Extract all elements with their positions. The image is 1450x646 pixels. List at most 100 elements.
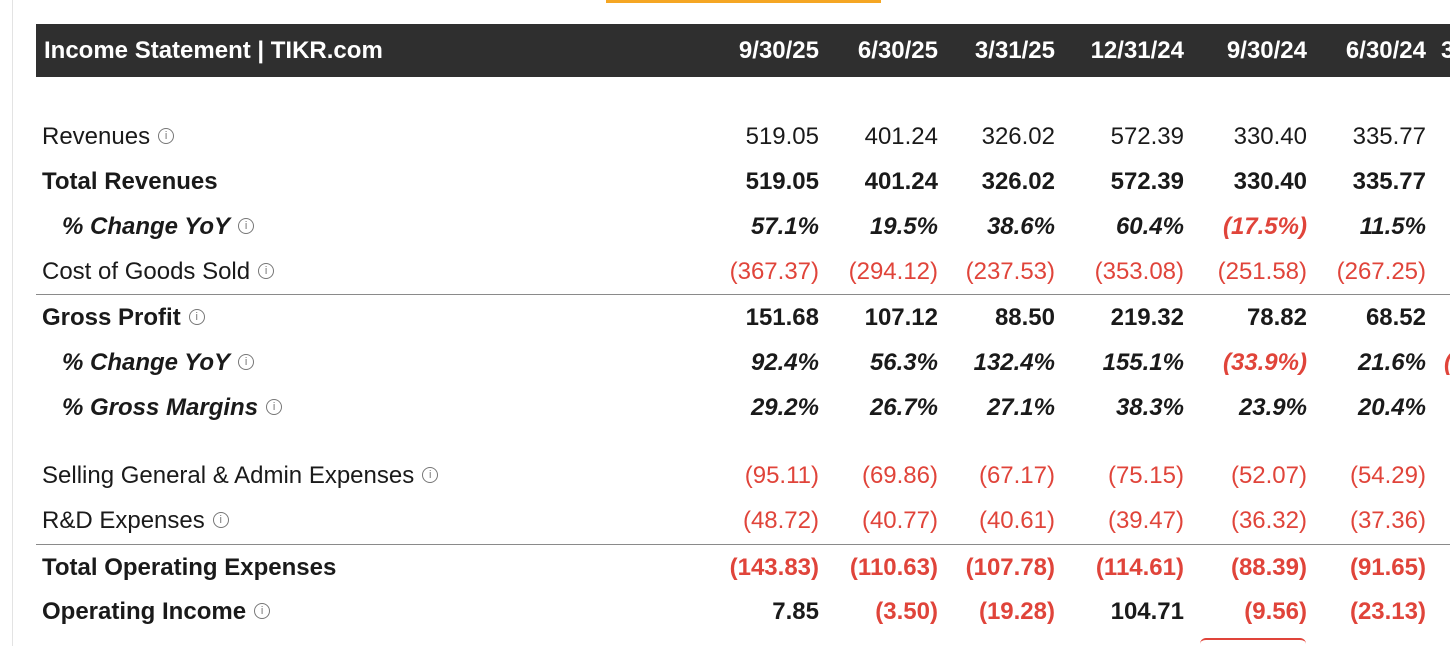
table-cell[interactable]: (294.12) xyxy=(848,258,938,285)
table-cell[interactable]: 26.7% xyxy=(869,394,938,421)
table-cell[interactable]: 401.24 xyxy=(864,123,938,150)
table-cell[interactable]: 20.4% xyxy=(1357,394,1426,421)
table-cell[interactable]: (88.39) xyxy=(1230,554,1307,581)
table-cell[interactable]: 11.5% xyxy=(1359,213,1426,240)
table-cell[interactable]: 23.9% xyxy=(1238,394,1307,421)
table-cell[interactable]: (19.28) xyxy=(978,598,1055,625)
table-cell[interactable]: (69.86) xyxy=(861,462,938,489)
table-cell[interactable]: 572.39 xyxy=(1110,123,1184,150)
table-cell[interactable]: 572.39 xyxy=(1110,168,1184,195)
info-icon[interactable]: i xyxy=(238,217,255,234)
table-cell[interactable]: 21.6% xyxy=(1357,349,1426,376)
row-label-text: Gross Profit xyxy=(42,304,181,331)
table-cell[interactable]: 107.12 xyxy=(864,304,938,331)
table-row-operating-income: Operating Income i 7.85 (3.50) (19.28) 10… xyxy=(36,589,1450,634)
info-icon[interactable]: i xyxy=(188,308,205,325)
table-cell[interactable]: (9.56) xyxy=(1244,598,1307,625)
table-row-gross-margins: % Gross Margins i 29.2% 26.7% 27.1% 38.3%… xyxy=(36,385,1450,430)
table-cell[interactable]: (95.11) xyxy=(744,462,819,489)
table-cell[interactable]: 326.02 xyxy=(981,168,1055,195)
row-label: Revenues i xyxy=(42,114,175,159)
info-icon[interactable]: i xyxy=(258,262,275,279)
table-cell[interactable]: 19.5% xyxy=(869,213,938,240)
clipped-period-header: 3 xyxy=(1441,37,1450,64)
table-cell[interactable]: (367.37) xyxy=(729,258,819,285)
table-cell[interactable]: 219.32 xyxy=(1110,304,1184,331)
table-cell[interactable]: (39.47) xyxy=(1107,507,1184,534)
table-cell[interactable]: (3.50) xyxy=(875,598,938,625)
table-cell[interactable]: 335.77 xyxy=(1352,168,1426,195)
table-cell[interactable]: (33.9%) xyxy=(1222,349,1307,376)
table-cell[interactable]: (37.36) xyxy=(1349,507,1426,534)
table-cell[interactable]: (91.65) xyxy=(1349,554,1426,581)
table-cell[interactable]: 7.85 xyxy=(772,598,819,625)
row-label-text: % Change YoY xyxy=(62,213,231,240)
table-cell[interactable]: (267.25) xyxy=(1336,258,1426,285)
table-cell[interactable]: 519.05 xyxy=(745,123,819,150)
row-label: Gross Profit i xyxy=(42,295,205,340)
table-cell[interactable]: 155.1% xyxy=(1102,349,1184,376)
info-icon[interactable]: i xyxy=(266,398,283,415)
table-cell[interactable]: 27.1% xyxy=(986,394,1055,421)
table-title: Income Statement | TIKR.com xyxy=(44,37,383,64)
table-cell[interactable]: (52.07) xyxy=(1230,462,1307,489)
period-header[interactable]: 6/30/24 xyxy=(1345,37,1426,64)
table-cell[interactable]: (40.77) xyxy=(861,507,938,534)
table-cell[interactable]: 104.71 xyxy=(1110,598,1184,625)
table-cell[interactable]: (110.63) xyxy=(849,554,938,581)
row-label: Cost of Goods Sold i xyxy=(42,249,275,294)
table-cell[interactable]: (54.29) xyxy=(1349,462,1426,489)
table-cell[interactable]: 519.05 xyxy=(745,168,819,195)
table-cell[interactable]: (67.17) xyxy=(978,462,1055,489)
period-header[interactable]: 9/30/24 xyxy=(1226,37,1307,64)
row-label: R&D Expenses i xyxy=(42,498,229,543)
table-cell[interactable]: 78.82 xyxy=(1246,304,1307,331)
table-cell[interactable]: 401.24 xyxy=(864,168,938,195)
period-header[interactable]: 12/31/24 xyxy=(1090,37,1184,64)
table-cell[interactable]: 330.40 xyxy=(1233,123,1307,150)
table-row-revenues: Revenues i 519.05 401.24 326.02 572.39 33… xyxy=(36,114,1450,159)
table-cell[interactable]: 38.3% xyxy=(1115,394,1184,421)
row-label-text: Operating Income xyxy=(42,598,247,625)
info-icon[interactable]: i xyxy=(254,602,271,619)
table-cell[interactable]: 60.4% xyxy=(1115,213,1184,240)
period-header[interactable]: 3/31/25 xyxy=(974,37,1055,64)
row-label: % Change YoY i xyxy=(62,340,255,385)
table-cell[interactable]: (143.83) xyxy=(729,554,819,581)
table-cell[interactable]: 330.40 xyxy=(1233,168,1307,195)
info-icon[interactable]: i xyxy=(422,466,439,483)
table-cell[interactable]: (23.13) xyxy=(1349,598,1426,625)
row-label-text: Total Operating Expenses xyxy=(42,554,337,581)
table-row-total-revenues: Total Revenues 519.05 401.24 326.02 572.… xyxy=(36,159,1450,204)
table-cell[interactable]: 326.02 xyxy=(981,123,1055,150)
table-row-rnd: R&D Expenses i (48.72) (40.77) (40.61) (3… xyxy=(36,498,1450,543)
table-cell[interactable]: (107.78) xyxy=(965,554,1055,581)
table-cell[interactable]: 68.52 xyxy=(1365,304,1426,331)
table-cell[interactable]: (251.58) xyxy=(1217,258,1307,285)
table-cell[interactable]: 151.68 xyxy=(745,304,819,331)
table-cell[interactable]: (353.08) xyxy=(1094,258,1184,285)
period-header[interactable]: 6/30/25 xyxy=(857,37,938,64)
table-cell[interactable]: (36.32) xyxy=(1230,507,1307,534)
table-cell[interactable]: 29.2% xyxy=(750,394,819,421)
info-icon[interactable]: i xyxy=(238,353,255,370)
info-icon[interactable]: i xyxy=(158,127,175,144)
table-cell[interactable]: (237.53) xyxy=(965,258,1055,285)
table-cell[interactable]: 56.3% xyxy=(869,349,938,376)
table-cell[interactable]: 88.50 xyxy=(994,304,1055,331)
table-cell[interactable]: (17.5%) xyxy=(1222,213,1307,240)
table-cell[interactable]: (114.61) xyxy=(1095,554,1184,581)
table-cell[interactable]: (48.72) xyxy=(742,507,819,534)
table-cell[interactable]: 38.6% xyxy=(986,213,1055,240)
table-cell[interactable]: (75.15) xyxy=(1107,462,1184,489)
table-cell[interactable]: (40.61) xyxy=(978,507,1055,534)
info-icon[interactable]: i xyxy=(212,511,229,528)
table-cell[interactable]: 335.77 xyxy=(1352,123,1426,150)
row-label: Total Operating Expenses xyxy=(42,545,336,590)
table-row-total-operating-expenses: Total Operating Expenses (143.83) (110.6… xyxy=(36,544,1450,590)
clipped-next-row xyxy=(1200,638,1306,646)
table-cell[interactable]: 132.4% xyxy=(973,349,1055,376)
period-header[interactable]: 9/30/25 xyxy=(738,37,819,64)
table-cell[interactable]: 92.4% xyxy=(750,349,819,376)
table-cell[interactable]: 57.1% xyxy=(750,213,819,240)
